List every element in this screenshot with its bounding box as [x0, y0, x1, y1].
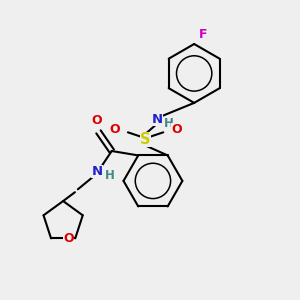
Text: N: N — [152, 112, 163, 126]
Text: H: H — [104, 169, 114, 182]
Text: O: O — [92, 114, 102, 127]
Text: O: O — [64, 232, 74, 245]
Text: F: F — [199, 28, 207, 41]
Text: H: H — [164, 117, 173, 130]
Text: O: O — [109, 123, 120, 136]
Text: O: O — [171, 123, 182, 136]
Text: S: S — [140, 132, 151, 147]
Text: N: N — [92, 165, 103, 178]
